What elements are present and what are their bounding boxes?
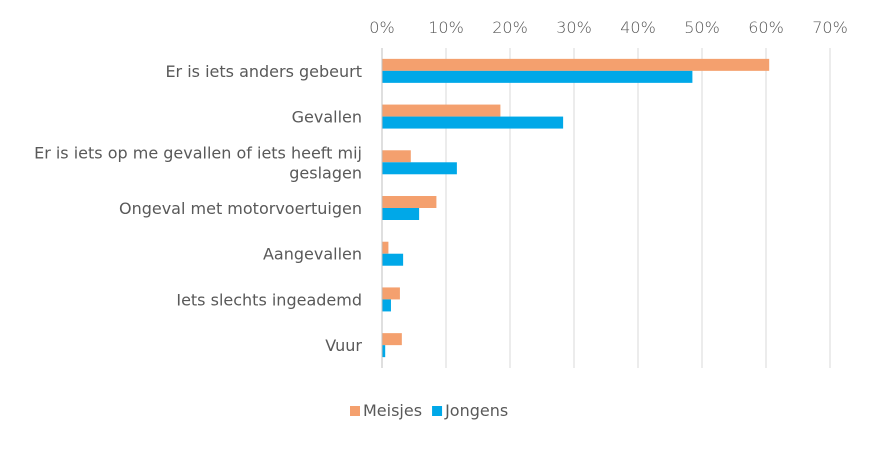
x-tick-label: 0% (369, 18, 394, 37)
x-tick-label: 50% (684, 18, 720, 37)
category-label: Iets slechts ingeademd (176, 290, 362, 309)
legend-label: Jongens (444, 401, 508, 420)
category-label: geslagen (289, 163, 362, 182)
category-label: Er is iets op me gevallen of iets heeft … (34, 143, 362, 162)
bar-jongens (382, 299, 391, 312)
bar-jongens (382, 162, 457, 175)
legend-swatch (432, 406, 443, 416)
category-labels: Er is iets anders gebeurt Gevallen Er is i… (34, 62, 362, 355)
axis-tick-labels: 0% 10% 20% 30% 40% 50% 60% 70% (369, 18, 847, 37)
bar-meisjes (382, 150, 411, 163)
gridlines (445, 48, 831, 368)
bar-meisjes (382, 333, 402, 346)
legend-label: Meisjes (363, 401, 422, 420)
bar-meisjes (382, 58, 770, 71)
bar-meisjes (382, 196, 437, 208)
legend-swatch (350, 406, 360, 416)
bar-meisjes (382, 104, 501, 117)
bar-jongens (382, 116, 564, 129)
x-tick-label: 70% (812, 18, 848, 37)
category-label: Ongeval met motorvoertuigen (119, 199, 362, 218)
category-label: Er is iets anders gebeurt (165, 62, 362, 81)
bar-jongens (382, 253, 404, 266)
x-tick-label: 40% (620, 18, 656, 37)
bar-meisjes (382, 287, 400, 300)
bar-jongens (382, 70, 693, 83)
bar-jongens (382, 208, 420, 220)
legend: Meisjes Jongens (350, 401, 508, 420)
x-tick-label: 10% (428, 18, 464, 37)
bar-jongens (382, 345, 386, 358)
x-tick-label: 20% (492, 18, 528, 37)
category-label: Aangevallen (263, 245, 362, 264)
x-tick-label: 60% (748, 18, 784, 37)
category-label: Vuur (325, 336, 362, 355)
bars (382, 58, 770, 358)
category-label: Gevallen (292, 108, 362, 127)
x-tick-label: 30% (556, 18, 592, 37)
bar-meisjes (382, 241, 389, 254)
